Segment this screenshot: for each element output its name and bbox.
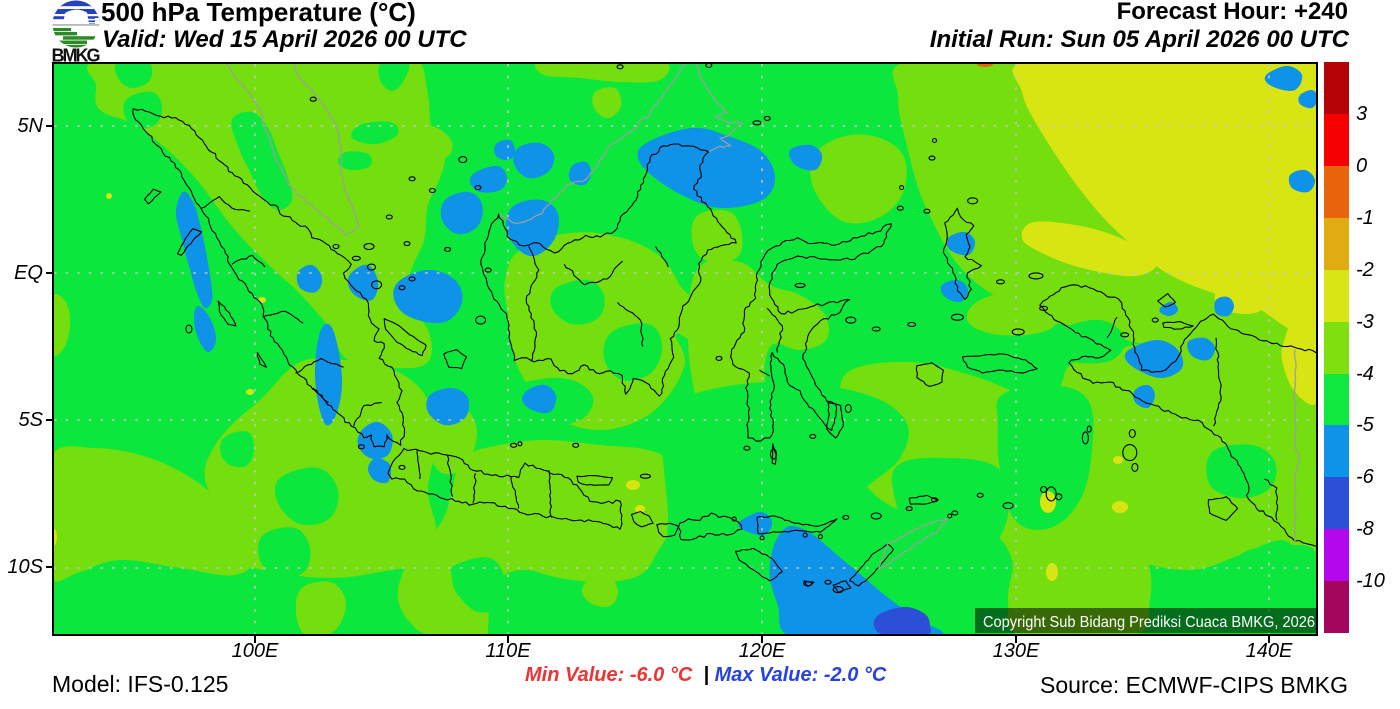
- svg-text:BMKG: BMKG: [52, 46, 101, 63]
- svg-text:Copyright Sub Bidang Prediksi: Copyright Sub Bidang Prediksi Cuaca BMKG…: [983, 614, 1315, 631]
